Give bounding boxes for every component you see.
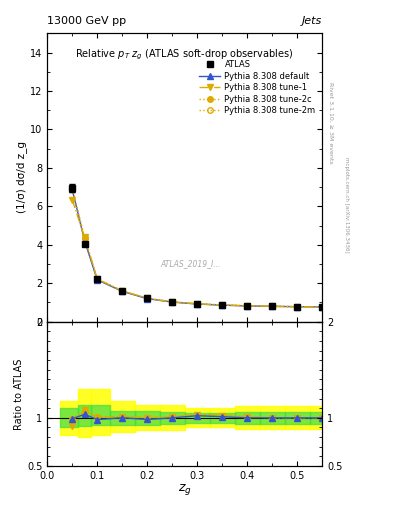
Text: Rivet 3.1.10, ≥ 3M events: Rivet 3.1.10, ≥ 3M events [328,82,333,164]
Text: Jets: Jets [302,16,322,26]
Y-axis label: Ratio to ATLAS: Ratio to ATLAS [14,358,24,430]
Y-axis label: (1/σ) dσ/d z_g: (1/σ) dσ/d z_g [16,141,27,214]
Legend: ATLAS, Pythia 8.308 default, Pythia 8.308 tune-1, Pythia 8.308 tune-2c, Pythia 8: ATLAS, Pythia 8.308 default, Pythia 8.30… [197,58,318,118]
Text: Relative $p_T$ $z_g$ (ATLAS soft-drop observables): Relative $p_T$ $z_g$ (ATLAS soft-drop ob… [75,48,294,62]
Text: 13000 GeV pp: 13000 GeV pp [47,16,126,26]
Text: ATLAS_2019_I...: ATLAS_2019_I... [160,260,220,268]
Text: mcplots.cern.ch [arXiv:1306.3436]: mcplots.cern.ch [arXiv:1306.3436] [344,157,349,252]
X-axis label: $z_g$: $z_g$ [178,482,192,497]
